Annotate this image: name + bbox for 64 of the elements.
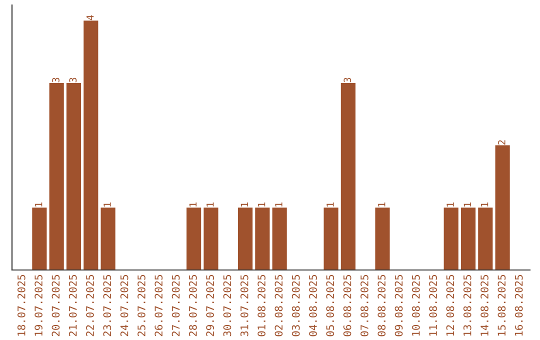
x-tick-label: 01.08.2025	[258, 275, 266, 336]
x-tick-label: 05.08.2025	[326, 275, 334, 336]
x-tick-label: 03.08.2025	[292, 275, 300, 336]
x-tick-label: 18.07.2025	[17, 275, 26, 336]
x-tick-label: 07.08.2025	[360, 275, 368, 336]
data-label: 3	[52, 78, 60, 82]
bar	[84, 20, 98, 270]
x-tick-label: 06.08.2025	[343, 275, 352, 336]
x-tick-label: 02.08.2025	[274, 275, 283, 336]
x-tick-label: 28.07.2025	[188, 275, 197, 336]
data-label: 1	[206, 202, 214, 206]
x-tick-label: 23.07.2025	[103, 275, 112, 336]
data-label: 2	[498, 140, 506, 145]
data-label: 1	[326, 202, 334, 206]
bar	[32, 208, 47, 270]
x-tick-label: 12.08.2025	[446, 275, 454, 336]
bar	[495, 145, 510, 270]
data-label: 1	[240, 202, 248, 206]
data-label: 1	[481, 202, 488, 206]
bar	[478, 208, 493, 270]
bar	[444, 208, 458, 270]
x-tick-label: 20.07.2025	[52, 275, 60, 336]
x-tick-label: 09.08.2025	[394, 275, 403, 336]
x-tick-label: 25.07.2025	[138, 275, 146, 336]
x-tick-label: 29.07.2025	[206, 275, 214, 336]
bar	[460, 208, 476, 270]
bar	[49, 82, 64, 270]
data-label: 3	[69, 78, 77, 82]
data-label: 1	[446, 202, 454, 206]
x-tick-label: 15.08.2025	[498, 275, 506, 336]
x-tick-label: 24.07.2025	[120, 275, 128, 336]
data-label: 1	[464, 202, 471, 206]
x-tick-label: 27.07.2025	[172, 275, 180, 336]
x-tick-label: 26.07.2025	[154, 275, 163, 336]
bar	[204, 208, 218, 270]
x-tick-label: 13.08.2025	[463, 275, 472, 336]
x-tick-label: 16.08.2025	[514, 275, 523, 336]
x-tick-label: 14.08.2025	[480, 275, 488, 336]
x-tick-label: 04.08.2025	[309, 275, 317, 336]
data-label: 1	[275, 202, 282, 206]
bar	[255, 208, 270, 270]
bar	[375, 208, 390, 270]
data-label: 1	[35, 202, 42, 206]
data-label: 1	[189, 202, 197, 206]
data-label: 3	[344, 78, 352, 82]
bar	[186, 208, 202, 270]
x-tick-label: 22.07.2025	[86, 275, 94, 336]
x-tick-label: 11.08.2025	[429, 275, 437, 336]
bar	[272, 208, 287, 270]
bar	[238, 208, 253, 270]
data-label: 1	[104, 202, 111, 206]
data-label: 1	[378, 202, 386, 206]
bar	[66, 82, 82, 270]
x-tick-label: 31.07.2025	[240, 275, 248, 336]
x-tick-label: 30.07.2025	[223, 275, 232, 336]
x-tick-label: 08.08.2025	[378, 275, 386, 336]
x-tick-label: 21.07.2025	[68, 275, 77, 336]
bar	[100, 208, 116, 270]
x-tick-label: 10.08.2025	[412, 275, 420, 336]
data-label: 1	[258, 202, 266, 206]
bar	[340, 82, 356, 270]
bar	[324, 208, 338, 270]
data-label: 4	[86, 15, 94, 20]
x-tick-label: 19.07.2025	[34, 275, 42, 336]
